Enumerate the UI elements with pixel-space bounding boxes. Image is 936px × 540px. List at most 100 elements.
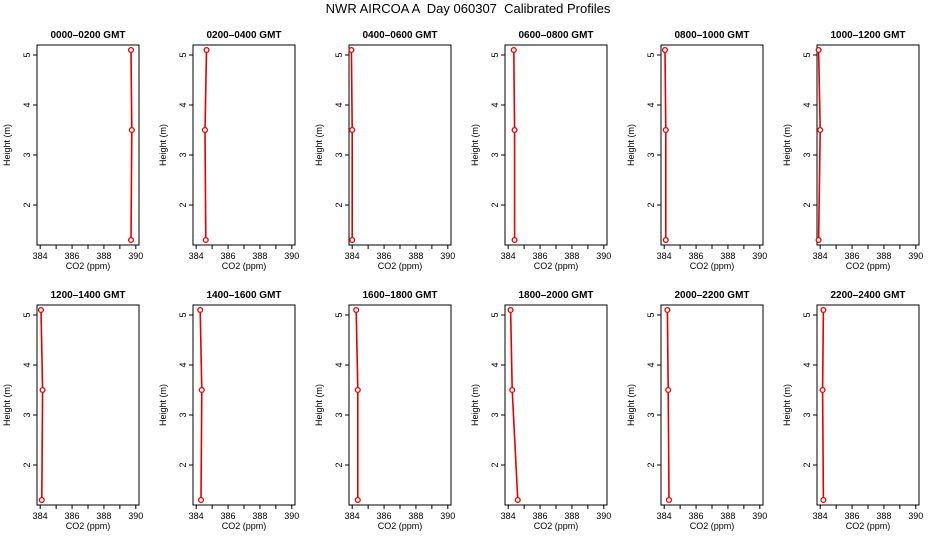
y-tick-label: 2 xyxy=(178,202,188,207)
profile-point xyxy=(511,236,518,244)
x-tick-label: 386 xyxy=(377,251,392,261)
x-tick-label: 388 xyxy=(876,251,891,261)
profile-point xyxy=(511,126,518,134)
y-axis-label: Height (m) xyxy=(158,124,168,166)
profile-point xyxy=(514,496,521,504)
profile-point xyxy=(197,496,205,504)
x-tick-label: 384 xyxy=(345,251,360,261)
panel-title: 0800–1000 GMT xyxy=(674,30,749,41)
y-tick-label: 4 xyxy=(490,102,500,107)
profile-line xyxy=(40,309,44,501)
profile-point xyxy=(128,126,135,134)
x-tick-label: 386 xyxy=(845,251,860,261)
y-tick-label: 2 xyxy=(490,462,500,467)
plot-frame xyxy=(36,304,140,506)
panel-9: 1600–1800 GMT 384 386 388 390 2 3 4 5 CO2 (ppm) He… xyxy=(314,290,455,531)
plot-frame xyxy=(36,44,140,246)
y-tick-label: 3 xyxy=(646,412,656,417)
profile-point xyxy=(127,236,135,244)
profile-point xyxy=(349,236,356,244)
profile-point xyxy=(353,306,360,314)
y-tick-label: 2 xyxy=(802,462,812,467)
profile-line xyxy=(666,309,670,501)
x-tick-label: 386 xyxy=(689,511,704,521)
x-tick-label: 388 xyxy=(96,251,111,261)
y-tick-label: 4 xyxy=(334,102,344,107)
y-axis-label: Height (m) xyxy=(2,384,12,426)
profile-point xyxy=(661,46,669,54)
x-tick-label: 390 xyxy=(752,251,767,261)
panel-1: 0000–0200 GMT 384 386 388 390 2 3 4 5 CO2 (ppm) He… xyxy=(2,30,143,271)
x-tick-label: 390 xyxy=(908,511,923,521)
x-tick-label: 388 xyxy=(252,511,267,521)
y-tick-label: 3 xyxy=(334,152,344,157)
x-tick-label: 388 xyxy=(876,511,891,521)
x-tick-label: 386 xyxy=(533,511,548,521)
x-axis-label: CO2 (ppm) xyxy=(534,261,579,271)
plot-frame xyxy=(660,304,764,506)
y-tick-label: 4 xyxy=(334,362,344,367)
x-axis-label: CO2 (ppm) xyxy=(378,521,423,531)
x-tick-label: 384 xyxy=(189,251,204,261)
y-tick-label: 2 xyxy=(334,202,344,207)
profile-point xyxy=(662,236,669,244)
y-tick-label: 3 xyxy=(334,412,344,417)
x-axis-label: CO2 (ppm) xyxy=(222,261,267,271)
y-tick-label: 5 xyxy=(334,52,344,57)
x-tick-label: 388 xyxy=(408,511,423,521)
panel-6: 1000–1200 GMT 384 386 388 390 2 3 4 5 CO2 (ppm) He… xyxy=(782,30,923,271)
profile-line xyxy=(130,49,133,241)
y-tick-label: 4 xyxy=(22,362,32,367)
y-axis-label: Height (m) xyxy=(470,124,480,166)
profile-line xyxy=(509,309,519,501)
y-tick-label: 5 xyxy=(178,312,188,317)
x-tick-label: 384 xyxy=(657,251,672,261)
y-tick-label: 4 xyxy=(178,102,188,107)
profile-line xyxy=(204,49,208,241)
x-tick-label: 386 xyxy=(221,251,236,261)
profile-point xyxy=(39,386,46,394)
x-axis-label: CO2 (ppm) xyxy=(690,261,735,271)
panel-title: 1200–1400 GMT xyxy=(50,290,125,301)
profile-point xyxy=(197,306,204,314)
x-tick-label: 388 xyxy=(720,511,735,521)
x-tick-label: 386 xyxy=(221,511,236,521)
y-tick-label: 3 xyxy=(22,412,32,417)
y-tick-label: 2 xyxy=(646,202,656,207)
panel-title: 2000–2200 GMT xyxy=(674,290,749,301)
profile-line xyxy=(199,309,203,501)
y-tick-label: 5 xyxy=(178,52,188,57)
y-tick-label: 3 xyxy=(22,152,32,157)
plot-frame xyxy=(348,44,452,246)
panel-8: 1400–1600 GMT 384 386 388 390 2 3 4 5 CO2 (ppm) He… xyxy=(158,290,299,531)
panel-4: 0600–0800 GMT 384 386 388 390 2 3 4 5 CO2 (ppm) He… xyxy=(470,30,611,271)
x-axis-label: CO2 (ppm) xyxy=(846,521,891,531)
x-tick-label: 384 xyxy=(813,511,828,521)
y-tick-label: 2 xyxy=(802,202,812,207)
x-tick-label: 390 xyxy=(128,511,143,521)
x-axis-label: CO2 (ppm) xyxy=(66,521,111,531)
profile-point xyxy=(509,386,516,394)
plot-frame xyxy=(504,304,608,506)
x-tick-label: 388 xyxy=(408,251,423,261)
profile-point xyxy=(820,496,827,504)
y-tick-label: 4 xyxy=(22,102,32,107)
y-axis-label: Height (m) xyxy=(470,384,480,426)
x-tick-label: 386 xyxy=(65,511,80,521)
profile-point xyxy=(349,126,356,134)
profile-point xyxy=(665,386,672,394)
x-axis-label: CO2 (ppm) xyxy=(66,261,111,271)
profile-point xyxy=(37,306,45,314)
panel-11: 2000–2200 GMT 384 386 388 390 2 3 4 5 CO2 (ppm) He… xyxy=(626,290,767,531)
x-tick-label: 384 xyxy=(501,511,516,521)
x-tick-label: 390 xyxy=(440,511,455,521)
x-tick-label: 386 xyxy=(377,511,392,521)
panel-title: 0000–0200 GMT xyxy=(50,30,125,41)
panel-title: 1600–1800 GMT xyxy=(362,290,437,301)
y-tick-label: 3 xyxy=(802,412,812,417)
y-axis-label: Height (m) xyxy=(782,124,792,166)
profile-line xyxy=(513,49,516,240)
profile-point xyxy=(815,236,822,244)
panel-10: 1800–2000 GMT 384 386 388 390 2 3 4 5 CO2 (ppm) He… xyxy=(470,290,611,531)
